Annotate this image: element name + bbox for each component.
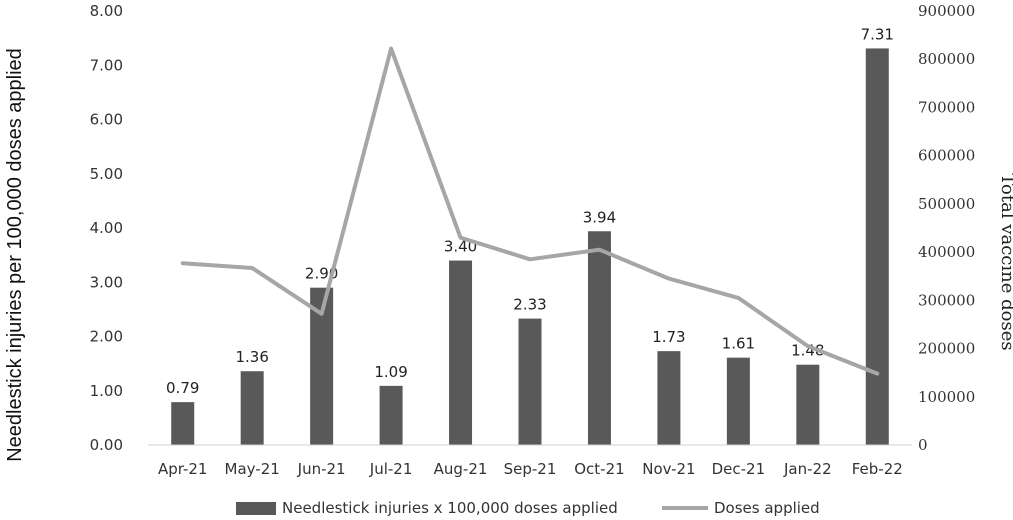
x-tick-label: Oct-21 — [574, 460, 624, 478]
left-tick-label: 0.00 — [90, 436, 123, 454]
left-axis-ticks: 0.00 1.00 2.00 3.00 4.00 5.00 6.00 7.00 8.00 — [90, 2, 123, 454]
bar-value-label: 1.73 — [652, 328, 685, 346]
bar — [657, 351, 681, 445]
right-tick-label: 600000 — [918, 147, 975, 165]
right-tick-label: 100000 — [918, 388, 975, 406]
left-tick-label: 8.00 — [90, 2, 123, 20]
x-tick-label: Nov-21 — [642, 460, 695, 478]
right-tick-label: 400000 — [918, 243, 975, 261]
left-tick-label: 1.00 — [90, 382, 123, 400]
line-series — [180, 46, 880, 376]
bar — [310, 287, 334, 445]
bar — [171, 402, 195, 445]
bar-value-label: 1.09 — [374, 363, 407, 381]
x-tick-label: May-21 — [225, 460, 280, 478]
legend-bar-label: Needlestick injuries x 100,000 doses app… — [282, 499, 618, 517]
legend-line-label: Doses applied — [714, 499, 820, 517]
x-tick-label: Aug-21 — [434, 460, 488, 478]
bar — [379, 385, 403, 445]
right-tick-label: 800000 — [918, 50, 975, 68]
bar — [240, 371, 264, 445]
x-tick-label: Feb-22 — [852, 460, 903, 478]
right-tick-label: 900000 — [918, 2, 975, 20]
bar-value-label: 7.31 — [861, 25, 894, 43]
bar-value-label: 1.48 — [791, 342, 824, 360]
left-tick-label: 5.00 — [90, 165, 123, 183]
left-tick-label: 6.00 — [90, 111, 123, 129]
legend-bar-swatch — [236, 502, 276, 515]
x-tick-label: Dec-21 — [712, 460, 766, 478]
bar-value-label: 1.36 — [235, 348, 268, 366]
bar-value-label: 2.33 — [513, 296, 546, 314]
left-axis-title: Needlestick injuries per 100,000 doses a… — [4, 48, 26, 462]
bar — [726, 357, 750, 445]
bar — [518, 318, 542, 445]
bar-data-labels: 0.791.362.901.093.402.333.941.73 1.61 1.48… — [166, 25, 894, 397]
left-tick-label: 7.00 — [90, 56, 123, 74]
left-tick-label: 2.00 — [90, 328, 123, 346]
bar-value-label: 3.94 — [583, 208, 616, 226]
right-tick-label: 500000 — [918, 195, 975, 213]
bar — [796, 364, 820, 445]
x-tick-label: Apr-21 — [158, 460, 208, 478]
right-tick-label: 200000 — [918, 340, 975, 358]
x-tick-label: Sep-21 — [504, 460, 557, 478]
bar-series — [171, 48, 889, 446]
x-tick-label: Jul-21 — [369, 460, 413, 478]
bar — [587, 231, 611, 445]
bar-value-label: 0.79 — [166, 379, 199, 397]
x-tick-label: Jun-21 — [297, 460, 346, 478]
legend: Needlestick injuries x 100,000 doses app… — [236, 499, 820, 517]
left-tick-label: 3.00 — [90, 273, 123, 291]
bar — [865, 48, 889, 446]
left-tick-label: 4.00 — [90, 219, 123, 237]
right-tick-label: 300000 — [918, 291, 975, 309]
right-axis-ticks: 0 100000 200000 300000 400000 500000 600000 700… — [918, 2, 975, 454]
right-tick-label: 700000 — [918, 98, 975, 116]
right-axis-title: Total vaccine doses — [997, 173, 1013, 350]
right-tick-label: 0 — [918, 436, 928, 454]
bar-value-label: 1.61 — [722, 335, 755, 353]
bar — [449, 260, 473, 445]
x-tick-label: Jan-22 — [783, 460, 832, 478]
x-axis-ticks: Apr-21 May-21 Jun-21 Jul-21 Aug-21 Sep-21 Oct-… — [158, 460, 903, 478]
